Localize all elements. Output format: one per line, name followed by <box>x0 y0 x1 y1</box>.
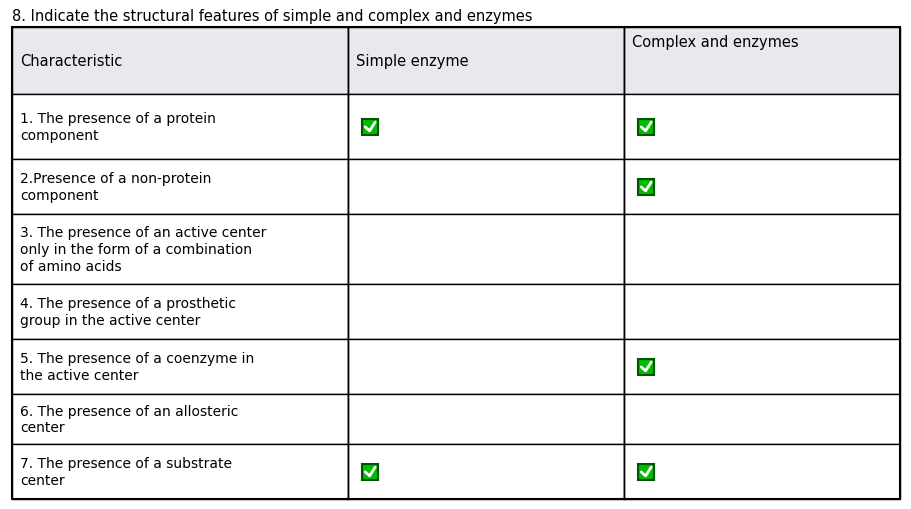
Bar <box>12 444 348 499</box>
Text: 7. The presence of a substrate
center: 7. The presence of a substrate center <box>20 456 232 487</box>
Bar <box>12 28 348 95</box>
Text: 1. The presence of a protein
component: 1. The presence of a protein component <box>20 112 216 143</box>
Bar <box>624 28 900 95</box>
Bar <box>624 394 900 444</box>
Bar <box>362 464 378 479</box>
Bar <box>12 285 348 340</box>
Text: 8. Indicate the structural features of simple and complex and enzymes: 8. Indicate the structural features of s… <box>12 10 533 24</box>
Bar <box>348 394 624 444</box>
Bar <box>348 444 624 499</box>
Bar <box>12 215 348 285</box>
Bar <box>348 340 624 394</box>
Bar <box>638 119 654 135</box>
Bar <box>638 179 654 195</box>
Bar <box>624 285 900 340</box>
Bar <box>348 28 624 95</box>
Text: Characteristic: Characteristic <box>20 54 122 69</box>
Bar <box>624 215 900 285</box>
Bar <box>348 285 624 340</box>
Bar <box>348 215 624 285</box>
Text: 6. The presence of an allosteric
center: 6. The presence of an allosteric center <box>20 404 239 435</box>
Bar <box>624 444 900 499</box>
Bar <box>12 394 348 444</box>
Bar <box>348 160 624 215</box>
Bar <box>348 95 624 160</box>
Bar <box>12 340 348 394</box>
Bar <box>624 340 900 394</box>
Text: 3. The presence of an active center
only in the form of a combination
of amino a: 3. The presence of an active center only… <box>20 226 266 273</box>
Text: Complex and enzymes: Complex and enzymes <box>632 35 799 50</box>
Bar <box>638 359 654 375</box>
Text: 2.Presence of a non-protein
component: 2.Presence of a non-protein component <box>20 172 211 203</box>
Text: 4. The presence of a prosthetic
group in the active center: 4. The presence of a prosthetic group in… <box>20 297 236 327</box>
Bar <box>624 160 900 215</box>
Bar <box>12 95 348 160</box>
Bar <box>638 464 654 479</box>
Bar <box>362 119 378 135</box>
Bar <box>624 95 900 160</box>
Text: Simple enzyme: Simple enzyme <box>356 54 468 69</box>
Text: 5. The presence of a coenzyme in
the active center: 5. The presence of a coenzyme in the act… <box>20 351 254 382</box>
Bar <box>12 160 348 215</box>
